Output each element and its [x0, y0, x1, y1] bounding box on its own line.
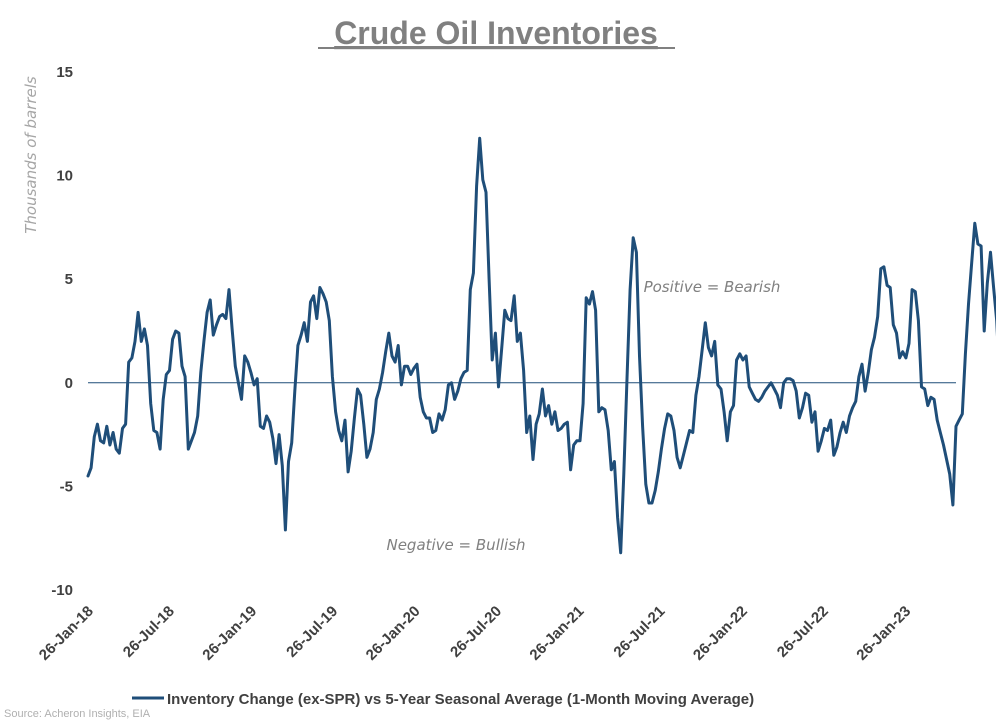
- x-tick-label: 26-Jan-20: [363, 603, 424, 664]
- x-tick-label: 26-Jan-18: [36, 603, 97, 664]
- x-tick-label: 26-Jan-19: [199, 603, 260, 664]
- legend: Inventory Change (ex-SPR) vs 5-Year Seas…: [132, 691, 754, 708]
- x-tick-label: 26-Jul-20: [447, 603, 505, 661]
- legend-label: Inventory Change (ex-SPR) vs 5-Year Seas…: [167, 691, 754, 708]
- x-tick-label: 26-Jul-21: [610, 603, 668, 661]
- x-tick-label: 26-Jul-18: [120, 603, 178, 661]
- x-tick-label: 26-Jan-21: [526, 603, 587, 664]
- annotation-bullish: Negative = Bullish: [386, 536, 525, 554]
- y-axis-label: Thousands of barrels: [22, 76, 40, 234]
- series-line: [86, 136, 996, 555]
- annotation-bearish: Positive = Bearish: [644, 278, 781, 296]
- x-tick-label: 26-Jul-22: [774, 603, 832, 661]
- y-axis-ticks: 15 10 5 0 -5 -10: [51, 64, 73, 599]
- y-tick-label: -10: [51, 582, 73, 599]
- x-tick-label: 26-Jul-19: [283, 603, 341, 661]
- chart-title: Crude Oil Inventories: [334, 15, 658, 51]
- x-axis-ticks: 26-Jan-18 26-Jul-18 26-Jan-19 26-Jul-19 26-J…: [36, 603, 914, 664]
- y-tick-label: 5: [65, 271, 73, 288]
- x-tick-label: 26-Jan-23: [853, 603, 914, 664]
- y-tick-label: -5: [60, 478, 73, 495]
- y-tick-label: 15: [56, 64, 73, 81]
- x-tick-label: 26-Jan-22: [690, 603, 751, 664]
- source-note: Source: Acheron Insights, EIA: [4, 708, 151, 720]
- y-tick-label: 10: [56, 168, 73, 185]
- y-tick-label: 0: [65, 375, 73, 392]
